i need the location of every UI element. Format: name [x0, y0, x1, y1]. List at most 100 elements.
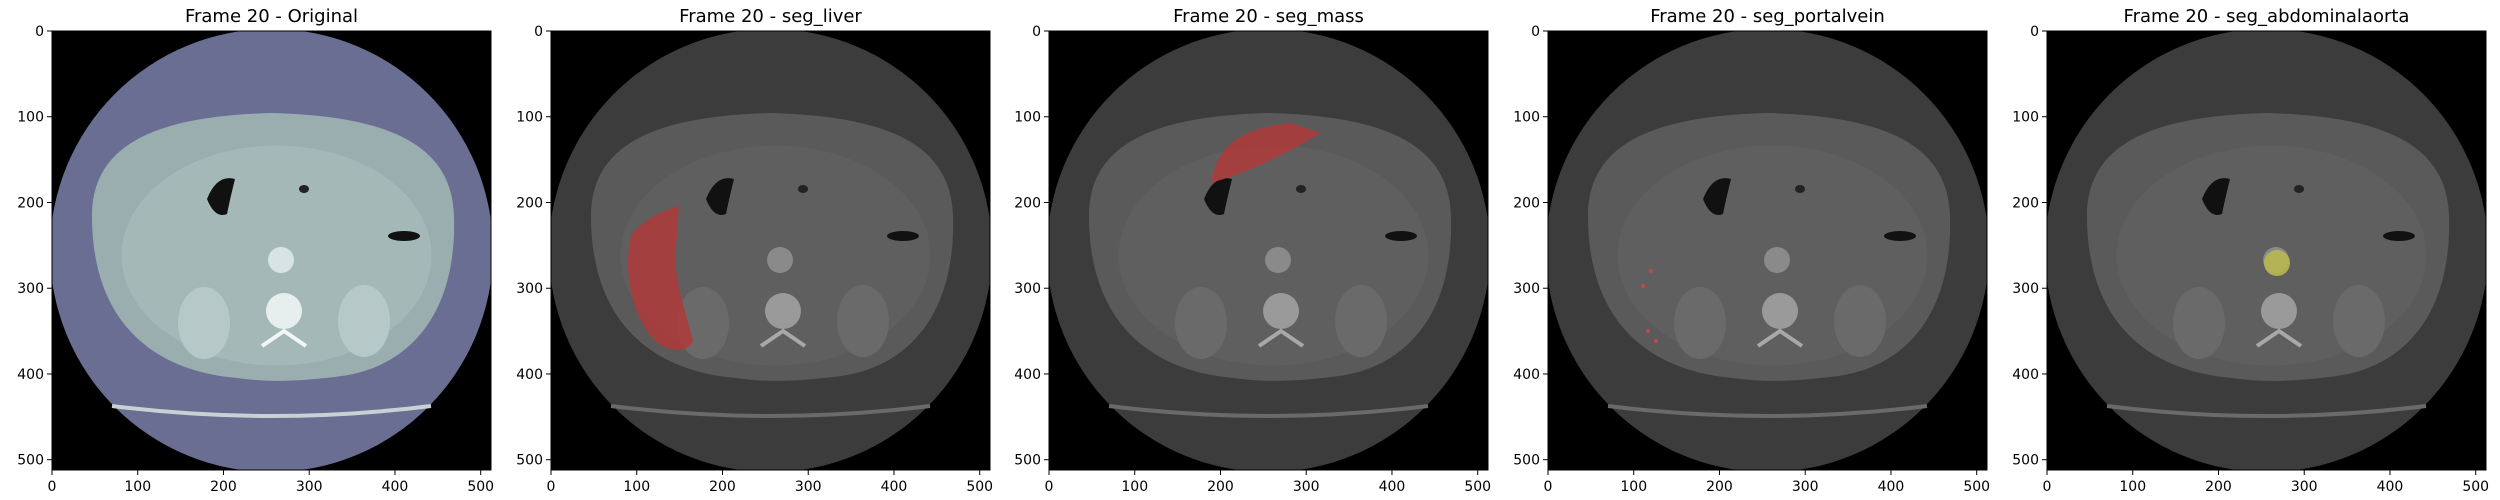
x-tick-label: 500 — [966, 479, 993, 495]
kidney-right — [1175, 287, 1227, 359]
gas-pocket — [1795, 185, 1805, 193]
gas-pocket — [798, 185, 808, 193]
y-tick-label: 0 — [2030, 24, 2039, 40]
y-tick-label: 500 — [516, 453, 543, 469]
scanner-table — [1607, 404, 1928, 418]
axes-frame — [1547, 30, 1988, 471]
x-tick-label: 0 — [1045, 479, 1054, 495]
y-tick-label: 400 — [1513, 367, 1540, 383]
spinous-process — [260, 328, 308, 348]
portalvein-segmentation — [1641, 284, 1645, 288]
kidney-left — [2333, 285, 2385, 357]
x-tick-label: 200 — [1706, 479, 1733, 495]
panel-title: Frame 20 - seg_mass — [1173, 6, 1364, 27]
axes-frame — [1048, 30, 1489, 471]
x-tick-label: 400 — [1878, 479, 1905, 495]
panel-5: Frame 20 - seg_abdominalaorta 0 100 200 300 4… — [2012, 6, 2489, 495]
gas-pocket — [2383, 231, 2415, 241]
portalvein-segmentation — [1649, 269, 1653, 273]
gas-pocket — [1703, 178, 1731, 215]
ct-image — [551, 31, 990, 470]
aorta — [767, 247, 793, 273]
gas-pocket — [1385, 231, 1417, 241]
x-tick-label: 400 — [382, 479, 409, 495]
x-tick-label: 100 — [2119, 479, 2146, 495]
y-tick-label: 100 — [2012, 110, 2039, 126]
scanner-table — [2106, 404, 2427, 418]
x-tick-label: 500 — [2462, 479, 2489, 495]
ct-image — [2047, 31, 2486, 470]
y-tick-label: 0 — [534, 24, 543, 40]
scanner-table — [1108, 404, 1429, 418]
spinous-process — [1257, 328, 1305, 348]
x-tick-label: 300 — [1293, 479, 1320, 495]
x-tick-label: 0 — [2043, 479, 2052, 495]
aorta — [1764, 247, 1790, 273]
y-tick-label: 0 — [35, 24, 44, 40]
x-tick-label: 200 — [2205, 479, 2232, 495]
spinous-process — [2255, 328, 2303, 348]
y-tick-label: 400 — [17, 367, 44, 383]
vertebra — [266, 293, 302, 329]
x-tick-label: 0 — [48, 479, 57, 495]
y-tick-label: 400 — [1014, 367, 1041, 383]
liver-segmentation — [627, 206, 693, 350]
vertebra — [765, 293, 801, 329]
gas-pocket — [207, 178, 235, 215]
spinous-process — [759, 328, 807, 348]
vertebra — [1263, 293, 1299, 329]
gas-pocket — [887, 231, 919, 241]
y-tick-label: 100 — [1513, 110, 1540, 126]
y-tick-label: 100 — [17, 110, 44, 126]
gas-pocket — [706, 178, 734, 215]
spinous-process — [1756, 328, 1804, 348]
panel-4: Frame 20 - seg_portalvein 0 100 200 300 400 50… — [1513, 6, 1990, 495]
y-tick-label: 200 — [1513, 195, 1540, 211]
x-tick-label: 200 — [709, 479, 736, 495]
y-tick-label: 500 — [2012, 453, 2039, 469]
kidney-right — [1674, 287, 1726, 359]
panel-title: Frame 20 - seg_portalvein — [1650, 6, 1885, 27]
kidney-left — [1335, 285, 1387, 357]
y-tick-label: 200 — [516, 195, 543, 211]
x-tick-label: 300 — [296, 479, 323, 495]
kidney-right — [2173, 287, 2225, 359]
gas-pocket — [299, 185, 309, 193]
gas-pocket — [1296, 185, 1306, 193]
gas-pocket — [1204, 178, 1232, 215]
y-tick-label: 0 — [1032, 24, 1041, 40]
scanner-table — [610, 404, 931, 418]
y-tick-label: 500 — [17, 453, 44, 469]
panel-title: Frame 20 - Original — [185, 6, 358, 27]
vertebra — [2261, 293, 2297, 329]
x-tick-label: 0 — [1544, 479, 1553, 495]
y-tick-label: 300 — [17, 281, 44, 297]
gas-pocket — [388, 231, 420, 241]
x-tick-label: 100 — [1620, 479, 1647, 495]
axes-frame — [51, 30, 492, 471]
y-tick-label: 500 — [1513, 453, 1540, 469]
ct-image — [52, 31, 491, 470]
aorta — [268, 247, 294, 273]
axes-frame — [550, 30, 991, 471]
x-tick-label: 300 — [2291, 479, 2318, 495]
kidney-left — [837, 285, 889, 357]
x-tick-label: 100 — [1121, 479, 1148, 495]
aorta — [1265, 247, 1291, 273]
gas-pocket — [2294, 185, 2304, 193]
y-tick-label: 100 — [516, 110, 543, 126]
panel-title: Frame 20 - seg_liver — [679, 6, 862, 27]
x-tick-label: 500 — [1963, 479, 1990, 495]
mass-segmentation — [1211, 123, 1321, 183]
x-tick-label: 400 — [881, 479, 908, 495]
x-tick-label: 100 — [124, 479, 151, 495]
ct-image — [1548, 31, 1987, 470]
vertebra — [1762, 293, 1798, 329]
kidney-left — [1834, 285, 1886, 357]
y-tick-label: 300 — [516, 281, 543, 297]
y-tick-label: 400 — [516, 367, 543, 383]
